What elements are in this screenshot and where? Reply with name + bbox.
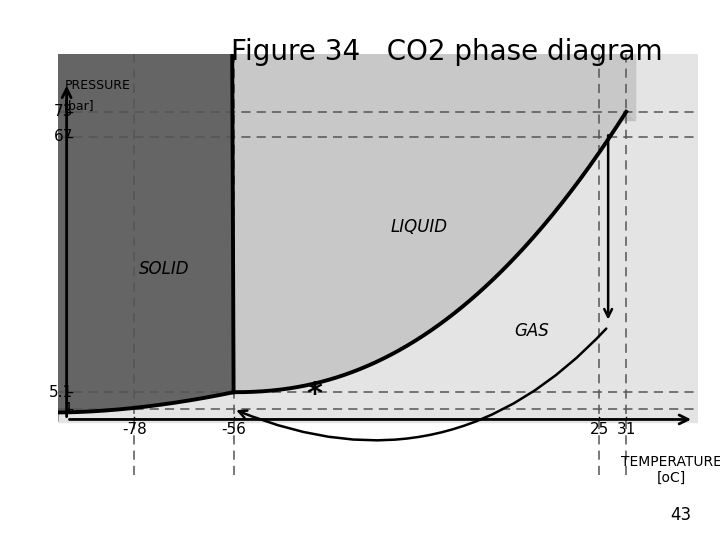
Polygon shape	[58, 54, 233, 422]
Text: 5.1: 5.1	[49, 384, 73, 400]
Text: 67: 67	[54, 129, 73, 144]
Text: TEMPERATURE: TEMPERATURE	[621, 455, 720, 469]
Text: *: *	[307, 380, 323, 409]
Text: LIQUID: LIQUID	[390, 219, 447, 237]
Text: 73: 73	[54, 104, 73, 119]
Polygon shape	[58, 54, 635, 120]
Polygon shape	[233, 105, 635, 110]
Text: Figure 34   CO2 phase diagram: Figure 34 CO2 phase diagram	[230, 38, 662, 66]
Text: 31: 31	[616, 422, 636, 436]
Text: -78: -78	[122, 422, 147, 436]
Text: -56: -56	[221, 422, 246, 436]
Polygon shape	[58, 54, 698, 422]
Text: [bar]: [bar]	[64, 99, 95, 112]
Polygon shape	[58, 104, 233, 111]
Text: 1: 1	[64, 402, 73, 417]
Text: 43: 43	[670, 506, 691, 524]
Text: PRESSURE: PRESSURE	[64, 79, 130, 92]
Text: 25: 25	[590, 422, 608, 436]
Text: [oC]: [oC]	[657, 471, 686, 485]
Text: GAS: GAS	[514, 322, 549, 340]
FancyArrowPatch shape	[239, 328, 606, 440]
Text: SOLID: SOLID	[139, 260, 189, 278]
Polygon shape	[233, 54, 635, 392]
